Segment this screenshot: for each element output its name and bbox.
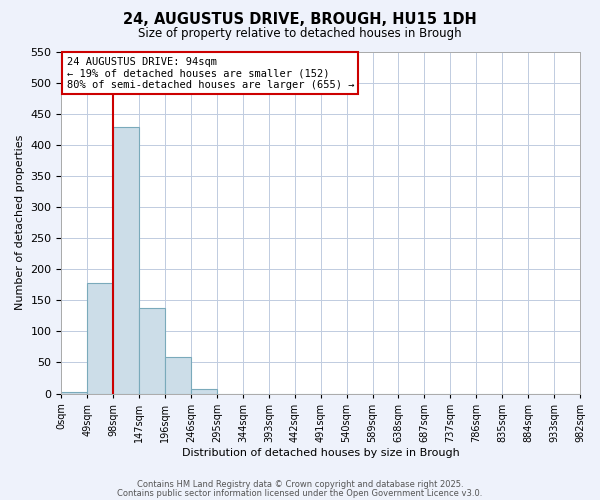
- Text: Contains public sector information licensed under the Open Government Licence v3: Contains public sector information licen…: [118, 489, 482, 498]
- Text: Size of property relative to detached houses in Brough: Size of property relative to detached ho…: [138, 28, 462, 40]
- Bar: [61, 392, 88, 394]
- X-axis label: Distribution of detached houses by size in Brough: Distribution of detached houses by size …: [182, 448, 460, 458]
- Y-axis label: Number of detached properties: Number of detached properties: [15, 135, 25, 310]
- Bar: [113, 128, 139, 394]
- Bar: [191, 388, 217, 394]
- Text: 24, AUGUSTUS DRIVE, BROUGH, HU15 1DH: 24, AUGUSTUS DRIVE, BROUGH, HU15 1DH: [123, 12, 477, 28]
- Bar: [88, 283, 113, 394]
- Bar: [165, 358, 191, 394]
- Bar: [139, 308, 165, 394]
- Text: 24 AUGUSTUS DRIVE: 94sqm
← 19% of detached houses are smaller (152)
80% of semi-: 24 AUGUSTUS DRIVE: 94sqm ← 19% of detach…: [67, 56, 354, 90]
- Text: Contains HM Land Registry data © Crown copyright and database right 2025.: Contains HM Land Registry data © Crown c…: [137, 480, 463, 489]
